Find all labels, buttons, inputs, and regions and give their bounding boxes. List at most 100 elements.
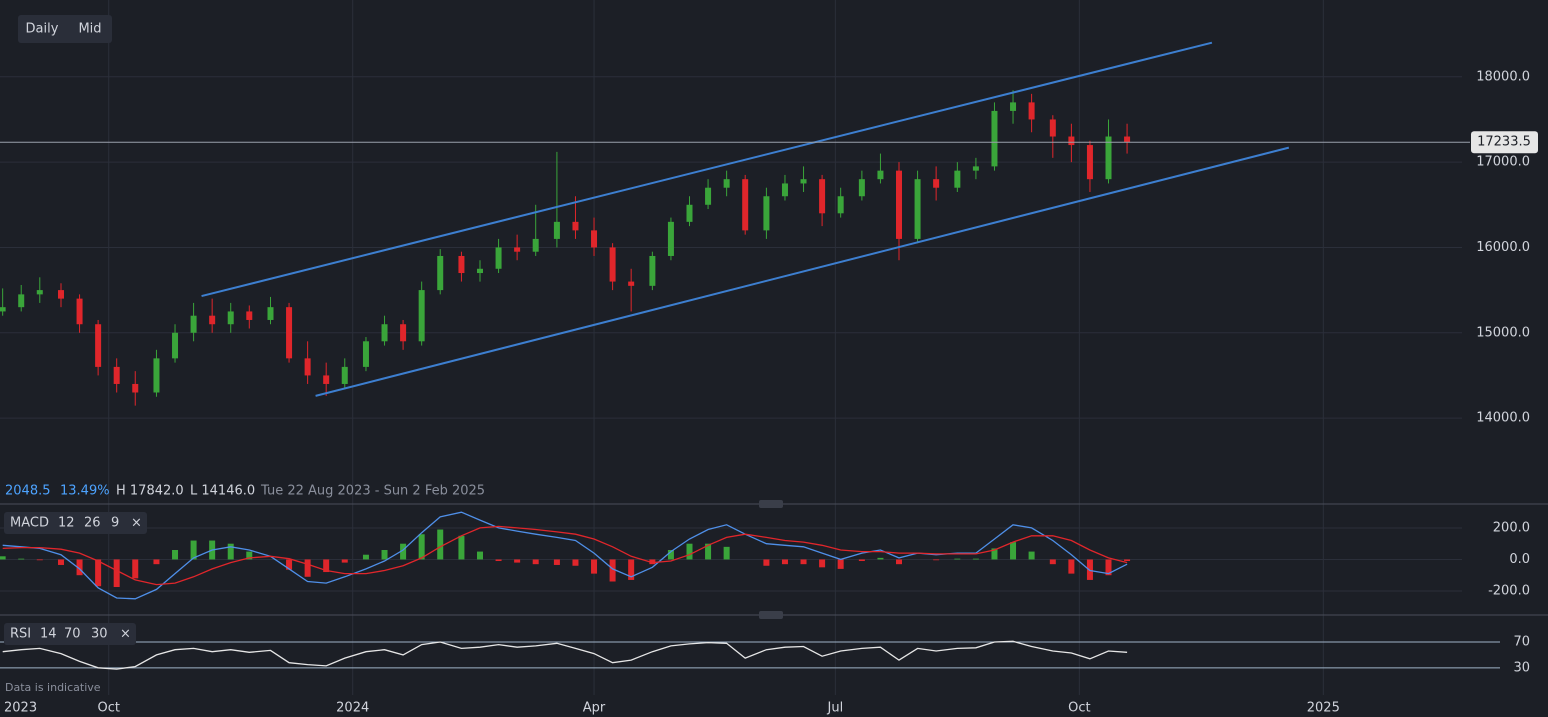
rsi-param: 30 — [91, 627, 108, 642]
candle-body — [763, 196, 770, 231]
macd-title: MACD — [10, 516, 49, 531]
candle-body — [172, 332, 179, 359]
histogram-bar — [477, 551, 483, 560]
candle-body — [267, 307, 274, 320]
macd-param: 26 — [84, 516, 101, 531]
candle-body — [609, 247, 616, 282]
x-tick-label: 2025 — [1307, 701, 1340, 716]
candle-body — [572, 221, 579, 231]
rsi-param: 14 — [40, 627, 57, 642]
candle-body — [858, 179, 865, 197]
histogram-bar — [132, 559, 139, 579]
y-tick-label: 16000.0 — [1476, 240, 1530, 255]
histogram-bar — [877, 557, 884, 560]
macd-line — [2, 511, 1128, 600]
rsi-param: 70 — [64, 627, 81, 642]
candle-body — [113, 366, 120, 384]
candle-body — [933, 179, 940, 188]
x-tick-label: 2024 — [336, 701, 369, 716]
histogram-bar — [153, 559, 160, 565]
y-tick-label: 18000.0 — [1476, 69, 1530, 84]
histogram-bar — [686, 543, 693, 560]
x-tick-label: Apr — [583, 701, 606, 716]
histogram-bar — [532, 559, 539, 565]
candle-body — [0, 307, 6, 312]
histogram-bar — [57, 559, 64, 565]
candle-body — [514, 247, 521, 252]
macd-param: 12 — [58, 516, 75, 531]
candle-body — [437, 255, 444, 291]
histogram-bar — [495, 559, 502, 562]
candle-body — [1086, 145, 1093, 180]
histogram-bar — [1049, 559, 1056, 565]
toolbar — [18, 15, 112, 43]
candle-body — [323, 375, 330, 384]
candle-body — [153, 358, 160, 393]
histogram-bar — [458, 535, 465, 560]
candle-body — [877, 170, 884, 180]
candle-body — [381, 324, 388, 342]
histogram-bar — [991, 548, 998, 560]
histogram-bar — [800, 559, 807, 565]
histogram-bar — [1028, 551, 1035, 560]
channel-line — [315, 146, 1290, 397]
candle-body — [286, 307, 293, 359]
histogram-bar — [649, 559, 656, 565]
histogram-bar — [18, 558, 25, 560]
histogram-bar — [896, 559, 903, 565]
candle-body — [57, 290, 64, 299]
histogram-bar — [304, 559, 311, 577]
histogram-bar — [972, 558, 979, 560]
candle-body — [304, 358, 311, 376]
candle-body — [649, 255, 656, 286]
candle-body — [36, 290, 43, 295]
candle-body — [667, 221, 674, 256]
histogram-bar — [381, 549, 388, 560]
candle-body — [991, 110, 998, 167]
rsi-line — [2, 640, 1128, 670]
candle-body — [209, 315, 216, 325]
candle-body — [132, 383, 139, 393]
histogram-bar — [837, 559, 844, 569]
y-tick-label: 17000.0 — [1476, 155, 1530, 170]
change: 2048.5 — [5, 484, 51, 499]
candle-body — [800, 179, 807, 184]
candle-body — [553, 221, 560, 239]
y-tick-label: -200.0 — [1488, 583, 1530, 598]
candle-body — [1028, 102, 1035, 120]
change-pct: 13.49% — [60, 484, 110, 499]
candle-body — [591, 230, 598, 248]
histogram-bar — [1010, 542, 1017, 560]
candle-body — [76, 298, 83, 325]
daily-button[interactable]: Daily — [26, 22, 59, 37]
y-tick-label: 0.0 — [1509, 552, 1530, 567]
mid-button[interactable]: Mid — [78, 22, 101, 37]
year-label: 2023 — [4, 701, 37, 716]
candle-body — [1124, 136, 1131, 143]
pane-handle[interactable] — [759, 500, 783, 508]
histogram-bar — [609, 559, 616, 582]
histogram-bar — [553, 559, 560, 565]
histogram-bar — [246, 551, 253, 560]
macd-close[interactable]: × — [131, 516, 142, 531]
note: Data is indicative — [5, 681, 101, 694]
y-tick-label: 200.0 — [1493, 520, 1530, 535]
pane-handle[interactable] — [759, 611, 783, 619]
histogram-bar — [819, 559, 826, 568]
histogram-bar — [858, 559, 865, 562]
histogram-bar — [418, 534, 425, 560]
candle-body — [954, 170, 961, 188]
rsi-close[interactable]: × — [120, 627, 131, 642]
low: L 14146.0 — [190, 484, 255, 499]
x-tick-label: Oct — [97, 701, 119, 716]
y-tick-label: 70 — [1513, 634, 1530, 649]
histogram-bar — [933, 559, 940, 561]
histogram-bar — [172, 549, 179, 560]
candle-body — [458, 255, 465, 274]
candle-body — [896, 170, 903, 239]
rsi-legend — [4, 623, 136, 645]
candle-body — [246, 311, 253, 320]
macd-legend — [4, 512, 147, 534]
candle-body — [1049, 119, 1056, 137]
